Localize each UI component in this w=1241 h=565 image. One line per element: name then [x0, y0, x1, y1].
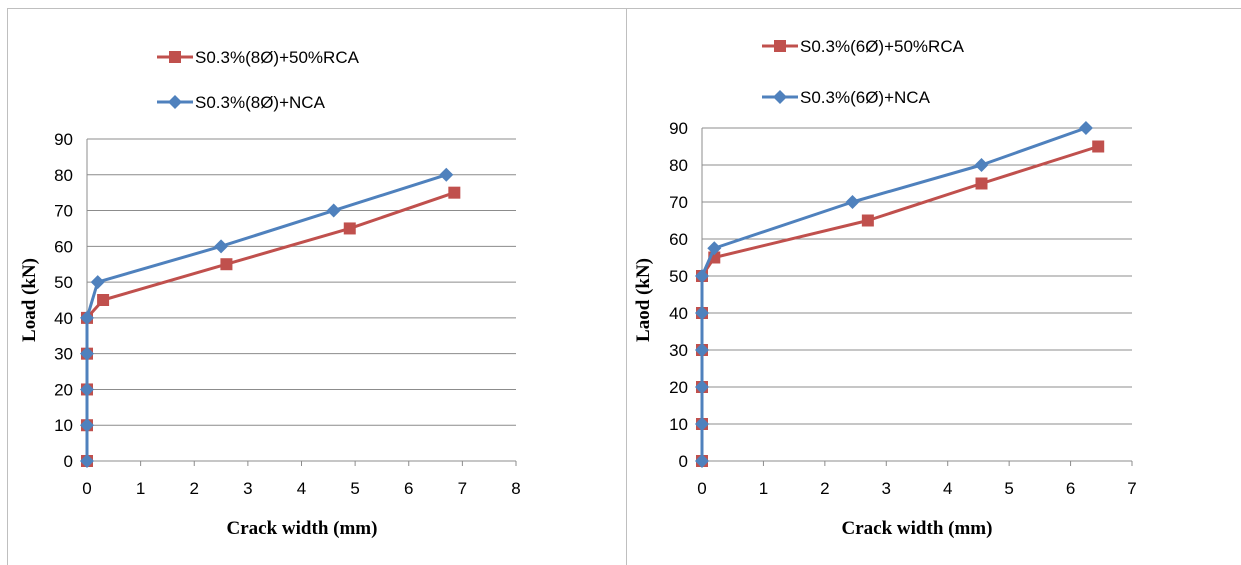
- y-tick-label: 60: [669, 230, 688, 249]
- series-1-point-9: [1078, 121, 1093, 135]
- series-line-1: [700, 126, 1087, 461]
- series-1-point-4: [695, 306, 709, 320]
- x-tick-label: 7: [458, 479, 467, 498]
- series-1-point-3: [80, 346, 94, 361]
- series-1-point-7: [845, 195, 860, 209]
- x-tick-label: 1: [136, 479, 145, 498]
- series-0-point-8: [975, 177, 988, 190]
- x-tick-label: 6: [1066, 479, 1075, 498]
- chart-crack-width-8mm-bars: 0 10 20 30 40 50 60 70 80 90 0 1 2 3 4 5 6 7 8 Crack width …: [19, 48, 521, 539]
- legend-label-1: S0.3%(8Ø)+NCA: [195, 93, 326, 112]
- y-axis-title: Load (kN): [19, 258, 40, 342]
- series-0-point-7: [861, 214, 874, 227]
- x-tick-label: 1: [759, 479, 768, 498]
- series-1-point-1: [80, 418, 94, 433]
- chart-panel-left: [7, 8, 627, 565]
- series-line-0: [700, 145, 1099, 461]
- x-tick-label: 3: [882, 479, 891, 498]
- y-tick-label: 90: [669, 119, 688, 138]
- series-1-point-8: [974, 158, 989, 172]
- series-1-point-0: [80, 454, 94, 468]
- x-tick-label: 5: [1004, 479, 1013, 498]
- x-axis-title: Crack width (mm): [842, 518, 993, 539]
- x-axis-title: Crack width (mm): [227, 518, 378, 539]
- y-tick-label: 70: [54, 202, 73, 221]
- x-tick-label: 6: [404, 479, 413, 498]
- y-tick-label: 20: [54, 380, 73, 399]
- y-tick-label: 70: [669, 193, 688, 212]
- y-tick-label: 60: [54, 237, 73, 256]
- x-tick-label: 0: [82, 479, 91, 498]
- series-1-point-2: [695, 380, 709, 394]
- x-tick-label: 4: [943, 479, 952, 498]
- series-1-point-6: [214, 239, 229, 254]
- series-0-point-8: [448, 186, 461, 199]
- x-tick-label: 5: [350, 479, 359, 498]
- chart-crack-width-6mm-bars: 0 10 20 30 40 50 60 70 80 90 0 1 2 3 4 5 6 7 Crack width (…: [633, 37, 1137, 539]
- series-1-point-4: [80, 310, 94, 325]
- x-tick-label: 0: [697, 479, 706, 498]
- y-tick-label: 50: [669, 267, 688, 286]
- legend-marker-1: [168, 95, 182, 109]
- series-0-point-7: [343, 222, 356, 235]
- series-1-point-5: [90, 275, 105, 290]
- series-1-point-8: [439, 167, 454, 182]
- legend-label-0: S0.3%(6Ø)+50%RCA: [800, 37, 965, 56]
- x-tick-label: 2: [190, 479, 199, 498]
- chart-panel-right: [627, 8, 1241, 565]
- legend-marker-1: [773, 90, 787, 104]
- series-line-0: [85, 191, 455, 461]
- series-0-point-5: [97, 294, 110, 306]
- series-1-point-2: [80, 382, 94, 397]
- y-tick-label: 80: [669, 156, 688, 175]
- y-axis-title: Laod (kN): [633, 258, 654, 342]
- x-tick-label: 8: [511, 479, 520, 498]
- series-1-point-0: [695, 454, 709, 468]
- y-tick-label: 90: [54, 130, 73, 149]
- y-tick-label: 30: [54, 345, 73, 364]
- y-tick-label: 40: [669, 304, 688, 323]
- y-tick-label: 30: [669, 341, 688, 360]
- series-1-point-6: [707, 241, 722, 256]
- legend-marker-0: [774, 40, 786, 52]
- series-1-point-7: [326, 203, 341, 218]
- y-tick-label: 40: [54, 309, 73, 328]
- legend-label-0: S0.3%(8Ø)+50%RCA: [195, 48, 360, 67]
- y-tick-label: 10: [669, 415, 688, 434]
- x-tick-label: 4: [297, 479, 306, 498]
- y-tick-label: 10: [54, 416, 73, 435]
- series-1-point-1: [695, 417, 709, 431]
- series-0-point-9: [1092, 140, 1105, 153]
- x-tick-label: 7: [1127, 479, 1136, 498]
- series-0-point-6: [220, 258, 233, 271]
- legend-marker-0: [169, 51, 181, 63]
- legend-label-1: S0.3%(6Ø)+NCA: [800, 88, 931, 107]
- y-tick-label: 50: [54, 273, 73, 292]
- x-tick-label: 2: [820, 479, 829, 498]
- y-tick-label: 20: [669, 378, 688, 397]
- y-tick-label: 80: [54, 166, 73, 185]
- y-tick-label: 0: [679, 452, 688, 471]
- x-tick-label: 3: [243, 479, 252, 498]
- y-tick-label: 0: [64, 452, 73, 471]
- series-1-point-3: [695, 343, 709, 357]
- series-1-point-5: [695, 269, 709, 283]
